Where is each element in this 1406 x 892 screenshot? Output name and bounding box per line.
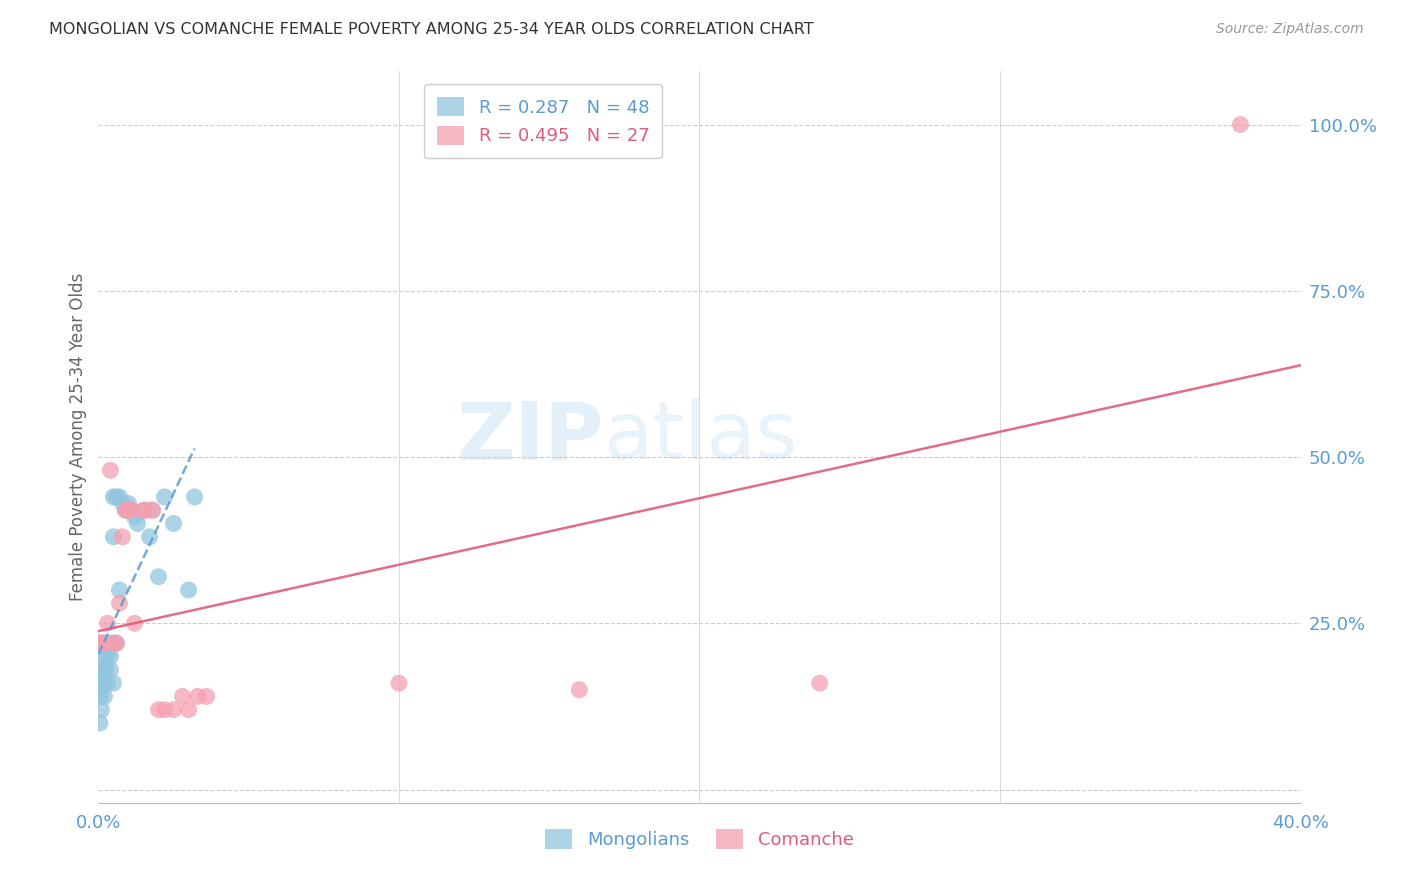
Point [90,676,112,690]
Point [388,676,411,690]
Point [121,503,143,517]
Point [100,649,122,664]
Point [100,663,122,677]
Point [117,503,139,517]
Point [100,463,122,477]
Point [103,530,125,544]
Point [172,690,194,704]
Point [96,649,118,664]
Point [121,503,143,517]
Point [90,703,112,717]
Text: atlas: atlas [603,398,797,476]
Point [103,636,125,650]
Point [183,490,205,504]
Legend: Mongolians, Comanche: Mongolians, Comanche [538,822,860,856]
Point [105,636,128,650]
Point [90,636,112,650]
Point [89,636,111,650]
Point [141,503,163,517]
Point [93,636,115,650]
Y-axis label: Female Poverty Among 25-34 Year Olds: Female Poverty Among 25-34 Year Olds [69,273,87,601]
Point [135,503,157,517]
Point [90,682,112,697]
Point [162,516,184,531]
Point [89,716,111,731]
Point [111,497,134,511]
Point [96,636,118,650]
Point [89,690,111,704]
Point [108,582,131,597]
Point [148,570,170,584]
Point [138,530,160,544]
Point [93,636,115,650]
Point [117,497,139,511]
Point [89,663,111,677]
Point [153,703,176,717]
Point [111,530,134,544]
Point [96,676,118,690]
Point [90,636,112,650]
Point [177,582,200,597]
Point [94,636,117,650]
Point [127,516,149,531]
Text: Source: ZipAtlas.com: Source: ZipAtlas.com [1216,22,1364,37]
Point [94,663,117,677]
Point [91,636,114,650]
Point [103,676,125,690]
Point [103,636,125,650]
Point [96,616,118,631]
Point [108,490,131,504]
Text: ZIP: ZIP [456,398,603,476]
Text: MONGOLIAN VS COMANCHE FEMALE POVERTY AMONG 25-34 YEAR OLDS CORRELATION CHART: MONGOLIAN VS COMANCHE FEMALE POVERTY AMO… [49,22,814,37]
Point [124,616,146,631]
Point [103,490,125,504]
Point [93,663,115,677]
Point [91,676,114,690]
Point [91,636,114,650]
Point [108,596,131,610]
Point [90,636,112,650]
Point [162,703,184,717]
Point [105,636,128,650]
Point [89,636,111,650]
Point [153,490,176,504]
Point [808,676,831,690]
Point [91,663,114,677]
Point [132,503,155,517]
Point [105,490,128,504]
Point [90,663,112,677]
Point [1229,118,1251,132]
Point [187,690,209,704]
Point [93,690,115,704]
Point [114,503,136,517]
Point [148,703,170,717]
Point [93,649,115,664]
Point [568,682,591,697]
Point [132,503,155,517]
Point [124,509,146,524]
Point [177,703,200,717]
Point [100,636,122,650]
Point [114,503,136,517]
Point [195,690,218,704]
Point [141,503,163,517]
